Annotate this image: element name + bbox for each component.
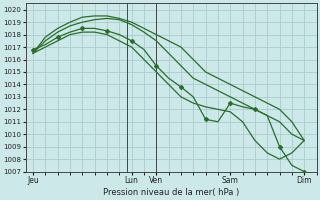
X-axis label: Pression niveau de la mer( hPa ): Pression niveau de la mer( hPa ) — [103, 188, 239, 197]
